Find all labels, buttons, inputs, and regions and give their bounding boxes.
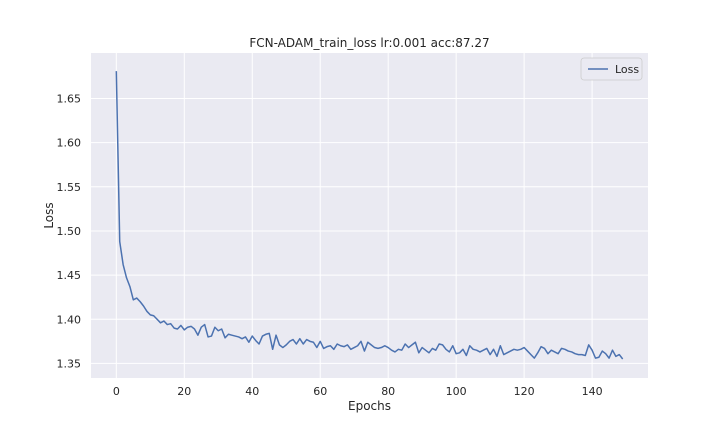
plot-area	[91, 53, 648, 378]
x-tick-label: 140	[582, 385, 603, 398]
x-tick-label: 60	[313, 385, 327, 398]
y-tick-label: 1.40	[57, 313, 82, 326]
x-axis-label: Epochs	[348, 399, 391, 413]
y-tick-label: 1.35	[57, 357, 82, 370]
y-tick-label: 1.55	[57, 181, 82, 194]
y-axis-label: Loss	[42, 202, 56, 228]
y-tick-label: 1.45	[57, 269, 82, 282]
x-tick-label: 80	[381, 385, 395, 398]
x-tick-label: 40	[245, 385, 259, 398]
legend: Loss	[580, 57, 643, 81]
x-tick-label: 0	[113, 385, 120, 398]
x-tick-label: 20	[177, 385, 191, 398]
x-tick-label: 100	[446, 385, 467, 398]
legend-box	[580, 57, 643, 81]
grid	[91, 53, 648, 378]
chart-title: FCN-ADAM_train_loss lr:0.001 acc:87.27	[249, 36, 489, 50]
series-layer	[115, 71, 624, 360]
y-tick-label: 1.60	[57, 137, 82, 150]
x-tick-label: 120	[514, 385, 535, 398]
y-tick-label: 1.65	[57, 92, 82, 105]
series-line-loss	[115, 71, 624, 360]
tick-labels: 0 20 40 60 80 100 120 140 1.35 1.40 1.45 1.50 1.55 1.…	[57, 92, 603, 398]
legend-label-loss: Loss	[615, 63, 639, 76]
y-tick-label: 1.50	[57, 225, 82, 238]
